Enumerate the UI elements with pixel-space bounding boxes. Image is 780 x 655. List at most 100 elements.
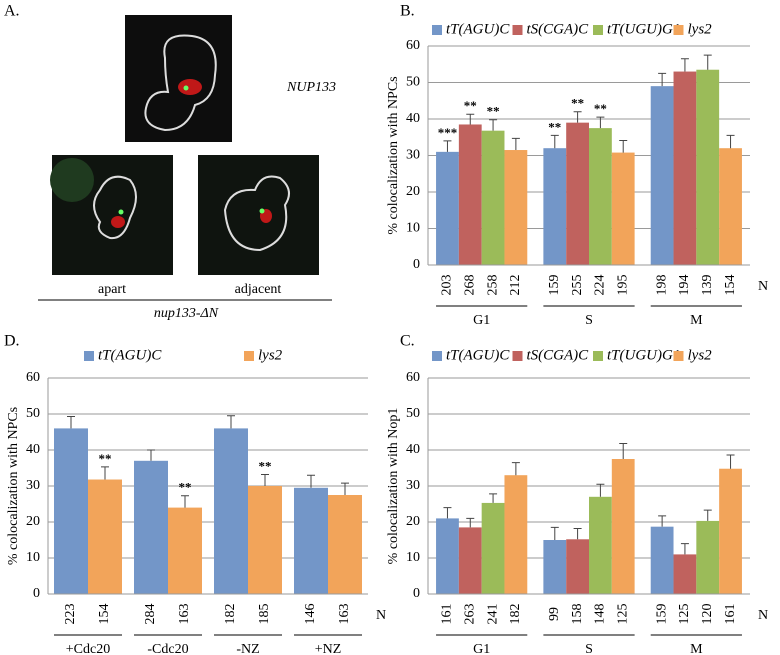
bar xyxy=(719,468,742,594)
bar xyxy=(589,128,612,265)
n-count: 284 xyxy=(143,604,158,625)
x-tick-label: S xyxy=(585,642,593,655)
bar xyxy=(481,130,505,265)
n-count: 125 xyxy=(615,604,630,625)
n-count: 263 xyxy=(462,604,477,625)
error-bar xyxy=(726,134,735,149)
error-bar xyxy=(489,119,498,131)
bar xyxy=(328,495,362,594)
bar xyxy=(696,69,720,265)
bar xyxy=(481,502,505,594)
y-tick-label: 30 xyxy=(26,478,40,493)
error-bar xyxy=(596,483,605,497)
n-count: 182 xyxy=(508,604,523,625)
n-count: 120 xyxy=(700,604,715,625)
bar xyxy=(168,507,202,594)
cell-outline xyxy=(223,175,290,252)
error-bar xyxy=(573,111,582,123)
legend-label: lys2 xyxy=(688,21,713,37)
n-count: 139 xyxy=(700,275,715,296)
error-bar xyxy=(726,454,735,469)
y-tick-label: 20 xyxy=(26,514,40,529)
background-cell xyxy=(50,158,94,202)
significance-label: ** xyxy=(548,119,561,134)
error-bar xyxy=(341,482,349,495)
bar xyxy=(719,148,742,265)
x-tick-label: G1 xyxy=(473,642,490,655)
locus xyxy=(183,85,189,91)
n-count: 223 xyxy=(63,604,78,625)
legend-label: lys2 xyxy=(688,347,713,363)
n-count: 194 xyxy=(677,275,692,296)
panel-label: D. xyxy=(4,333,20,350)
x-tick-label: S xyxy=(585,313,593,328)
error-bar xyxy=(67,416,75,429)
error-bar xyxy=(680,58,689,72)
bar xyxy=(611,459,635,594)
n-count: 182 xyxy=(223,604,238,625)
bar xyxy=(566,122,589,266)
error-bar xyxy=(101,466,109,480)
y-tick-label: 50 xyxy=(406,406,420,421)
error-bar xyxy=(466,517,475,528)
error-bar xyxy=(550,526,559,540)
locus xyxy=(259,208,265,214)
legend-swatch xyxy=(593,25,603,35)
n-count: 148 xyxy=(593,604,608,625)
error-bar xyxy=(261,473,269,486)
error-bar xyxy=(680,543,689,555)
bar xyxy=(673,71,697,265)
legend-label: tT(UGU)G1 xyxy=(607,347,680,363)
error-bar xyxy=(596,116,605,129)
significance-label: ** xyxy=(259,458,272,473)
y-axis-label: % colocalization with NPCs xyxy=(386,76,401,234)
image-label: apart xyxy=(98,282,126,297)
legend-swatch xyxy=(673,351,684,361)
locus xyxy=(118,209,124,215)
n-count: 161 xyxy=(723,604,738,625)
n-count: 154 xyxy=(97,604,112,625)
chart: D. 0 10 20 30 40 50 60 % colocalization with NPC… xyxy=(4,333,386,655)
y-tick-label: 60 xyxy=(406,370,420,385)
legend-swatch xyxy=(244,351,254,361)
cell-outline xyxy=(93,175,137,240)
y-tick-label: 50 xyxy=(26,406,40,421)
nucleus xyxy=(178,79,202,95)
n-count: 159 xyxy=(654,604,669,625)
micrograph xyxy=(198,155,319,275)
significance-label: *** xyxy=(438,125,458,140)
bar xyxy=(696,520,720,594)
bar xyxy=(589,496,612,594)
panel-a: A. NUP133 apart adjacent nup133-ΔN xyxy=(4,3,336,322)
chart: C. 0 10 20 30 40 50 60 % colocalization with Nop… xyxy=(386,333,768,655)
error-bar xyxy=(658,515,667,527)
error-bar xyxy=(703,54,712,70)
n-count: 161 xyxy=(440,604,455,625)
bar xyxy=(436,151,459,265)
bar xyxy=(134,460,168,594)
panel-label: B. xyxy=(400,3,415,20)
bar xyxy=(650,526,674,594)
error-bar xyxy=(703,509,712,521)
legend-swatch xyxy=(432,25,442,35)
n-count: 185 xyxy=(257,604,272,625)
error-bar xyxy=(511,137,520,151)
n-count: 198 xyxy=(654,275,669,296)
x-tick-label: M xyxy=(690,642,703,655)
bar xyxy=(294,487,328,594)
bar xyxy=(504,150,528,265)
x-tick-label: -Cdc20 xyxy=(147,642,188,655)
error-bar xyxy=(443,140,452,152)
bar xyxy=(673,554,697,594)
n-count: 268 xyxy=(462,275,477,296)
y-tick-label: 20 xyxy=(406,184,420,199)
y-tick-label: 50 xyxy=(406,75,420,90)
image-label: adjacent xyxy=(235,282,282,297)
y-tick-label: 10 xyxy=(406,221,420,236)
n-label: N xyxy=(376,608,386,623)
n-label: N xyxy=(758,608,768,623)
n-count: 125 xyxy=(677,604,692,625)
significance-label: ** xyxy=(487,104,500,119)
y-tick-label: 0 xyxy=(413,257,420,272)
